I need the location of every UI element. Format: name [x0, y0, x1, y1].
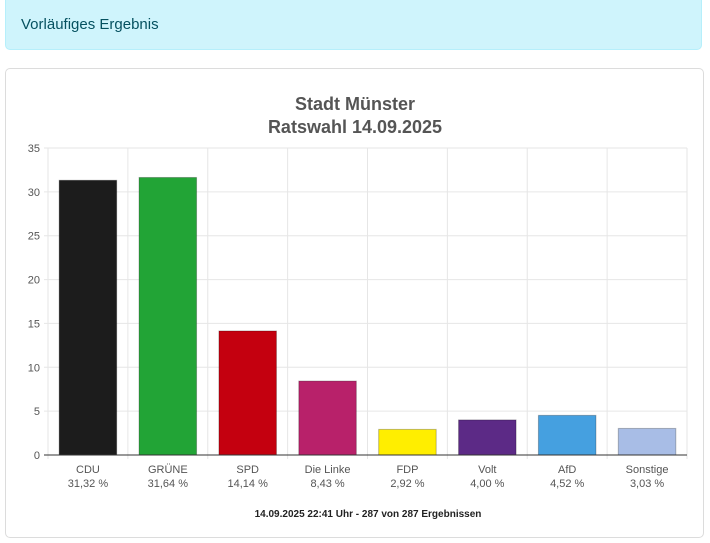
bar-fdp	[378, 428, 437, 456]
chart-title: Stadt Münster	[295, 94, 415, 114]
value-label: 31,32 %	[68, 478, 109, 490]
chart-footer: 14.09.2025 22:41 Uhr - 287 von 287 Ergeb…	[255, 509, 482, 520]
y-tick-label: 5	[34, 406, 40, 418]
value-label: 3,03 %	[630, 478, 664, 490]
value-label: 4,00 %	[470, 478, 504, 490]
x-tick-label: Die Linke	[305, 464, 351, 476]
value-label: 8,43 %	[310, 478, 344, 490]
y-tick-label: 20	[28, 275, 40, 287]
y-tick-label: 35	[28, 143, 40, 155]
value-label: 4,52 %	[550, 478, 584, 490]
y-tick-label: 10	[28, 362, 40, 374]
x-tick-label: GRÜNE	[148, 464, 188, 476]
bar-die-linke	[298, 380, 357, 456]
value-label: 2,92 %	[390, 478, 424, 490]
x-tick-label: CDU	[76, 464, 100, 476]
alert-text: Vorläufiges Ergebnis	[21, 16, 159, 33]
bar-spd	[218, 330, 277, 456]
value-label: 14,14 %	[228, 478, 269, 490]
x-tick-label: AfD	[558, 464, 576, 476]
bar-afd	[537, 414, 597, 456]
bar-volt	[458, 419, 517, 456]
x-tick-label: FDP	[396, 464, 418, 476]
chart-subtitle: Ratswahl 14.09.2025	[268, 117, 442, 137]
status-alert: Vorläufiges Ergebnis	[5, 0, 702, 50]
x-tick-label: SPD	[236, 464, 259, 476]
bar-chart: Stadt Münster Ratswahl 14.09.2025 0 5 10 15…	[28, 94, 688, 520]
y-tick-label: 30	[28, 187, 40, 199]
x-axis: CDU 31,32 % GRÜNE 31,64 % SPD 14,14 % Die Link…	[44, 454, 687, 490]
chart-bars	[58, 176, 677, 456]
y-tick-label: 15	[28, 318, 40, 330]
chart-card: Stadt Münster Ratswahl 14.09.2025 0 5 10 15…	[5, 68, 704, 538]
x-tick-label: Sonstige	[626, 464, 669, 476]
x-tick-label: Volt	[478, 464, 496, 476]
y-tick-label: 25	[28, 231, 40, 243]
value-label: 31,64 %	[148, 478, 189, 490]
bar-grüne	[138, 176, 198, 456]
bar-sonstige	[617, 427, 677, 456]
y-axis: 0 5 10 15 20 25 30 35	[28, 143, 40, 462]
y-tick-label: 0	[34, 450, 40, 462]
bar-cdu	[58, 179, 118, 456]
